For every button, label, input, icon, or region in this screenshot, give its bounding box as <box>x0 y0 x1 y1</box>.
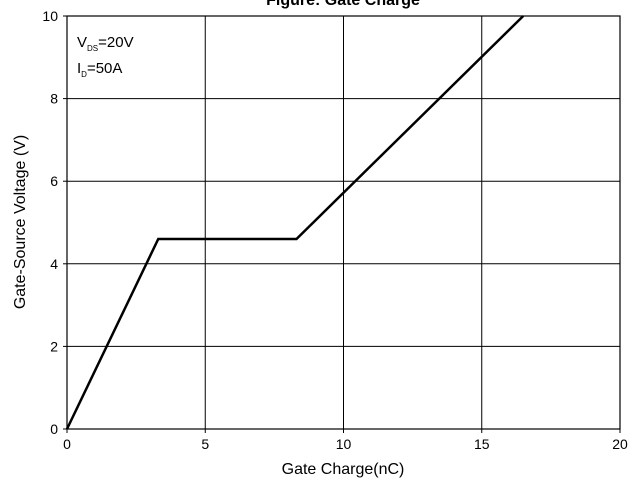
y-tick-label: 2 <box>50 338 58 354</box>
x-tick-label: 5 <box>201 436 209 452</box>
y-tick-label: 6 <box>50 173 58 189</box>
chart-title: Figure: Gate Charge <box>266 0 420 9</box>
x-tick-label: 15 <box>474 436 490 452</box>
y-tick-label: 10 <box>42 8 58 24</box>
gate-charge-series-line <box>65 15 525 430</box>
x-axis-ticks: 0 5 10 15 20 <box>63 429 628 452</box>
y-axis-label: Gate-Source Voltage (V) <box>12 135 29 309</box>
vds-annotation-sub: DS <box>87 44 98 53</box>
y-tick-label: 0 <box>50 421 58 437</box>
series-layer <box>65 15 525 430</box>
x-tick-label: 10 <box>336 436 352 452</box>
y-tick-label: 8 <box>50 91 58 107</box>
id-annotation-main: I <box>77 60 81 77</box>
x-tick-label: 0 <box>63 436 71 452</box>
y-axis-ticks: 0 2 4 6 8 10 <box>42 8 67 437</box>
vds-annotation-value: =20V <box>98 34 133 51</box>
id-annotation-value: =50A <box>87 60 122 77</box>
grid-lines <box>66 15 621 430</box>
id-annotation-sub: D <box>81 70 87 79</box>
vds-annotation: VDS=20V <box>77 34 134 53</box>
x-tick-label: 20 <box>612 436 628 452</box>
x-axis-label: Gate Charge(nC) <box>282 461 405 478</box>
y-tick-label: 4 <box>50 256 58 272</box>
id-annotation: ID=50A <box>77 60 122 79</box>
vds-annotation-main: V <box>77 34 87 51</box>
